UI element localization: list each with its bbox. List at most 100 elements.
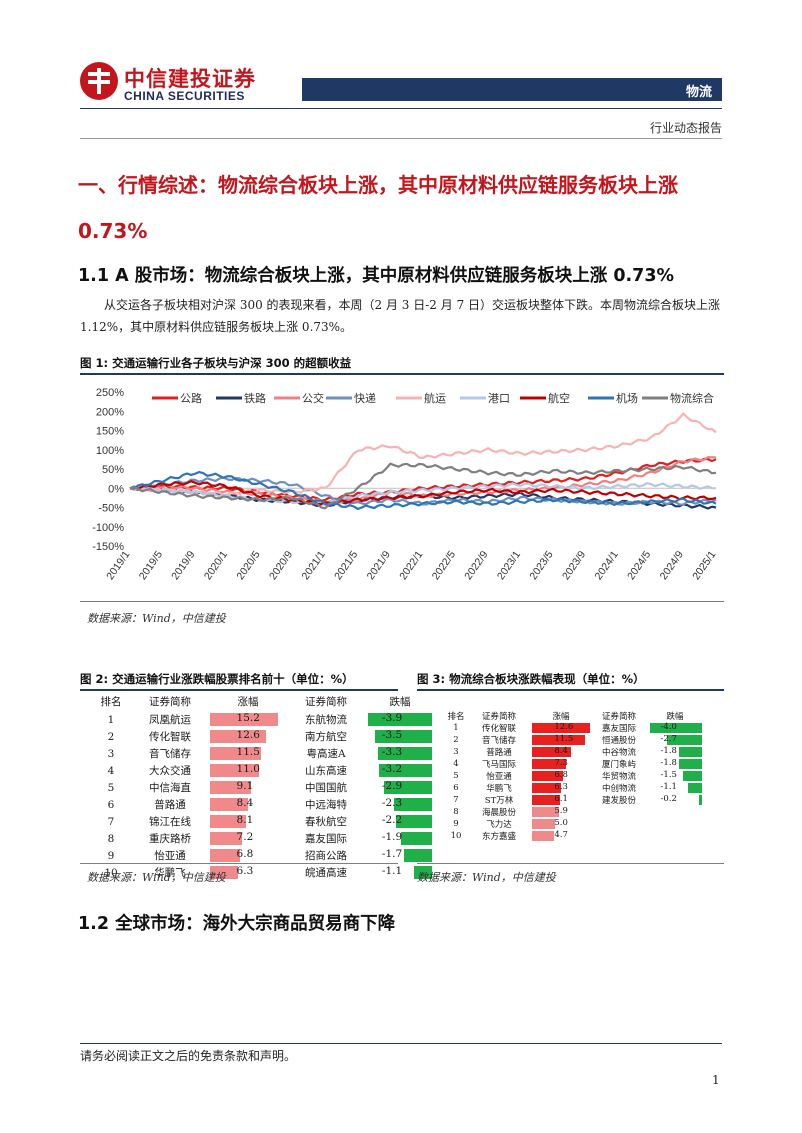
figure3-down-cell: -2.7 bbox=[646, 734, 704, 746]
figure2-down-bar bbox=[413, 866, 432, 879]
figure2-up-bar bbox=[210, 849, 241, 862]
figure2-down-cell: -3.2 bbox=[364, 762, 436, 779]
figure3-row: 3 普路通 8.4 中谷物流 -1.8 bbox=[444, 746, 704, 758]
figure3-down-value: -2.7 bbox=[660, 734, 677, 744]
figure3-rank: 4 bbox=[453, 759, 459, 769]
figure3-up-name: 东方嘉盛 bbox=[481, 832, 516, 842]
figure3-down-name: 中谷物流 bbox=[601, 748, 636, 758]
figure2-rank: 5 bbox=[107, 781, 115, 794]
x-tick-label: 2019/5 bbox=[137, 549, 165, 582]
figure2-down-value: -1.9 bbox=[381, 831, 403, 843]
figure3-down-name bbox=[592, 830, 646, 842]
y-tick-label: -50% bbox=[98, 503, 124, 515]
header-divider bbox=[80, 108, 722, 109]
legend-label: 航空 bbox=[548, 391, 570, 405]
figure-2-title: 图 2: 交通运输行业涨跌幅股票排名前十（单位：%） bbox=[80, 672, 354, 686]
figure3-down-cell: -1.1 bbox=[646, 782, 704, 794]
fig3-header-up: 涨幅 bbox=[552, 712, 570, 722]
x-tick-label: 2019/9 bbox=[169, 549, 197, 582]
figure2-down-cell: -1.9 bbox=[364, 830, 436, 847]
figure3-rank: 2 bbox=[453, 735, 459, 745]
figure2-row: 5 中信海直 9.1 中国国航 -2.9 bbox=[90, 779, 436, 796]
figure3-down-value: -1.8 bbox=[660, 746, 677, 756]
series-line-公交 bbox=[129, 456, 717, 505]
figure2-rank: 7 bbox=[107, 815, 115, 828]
figure3-up-name: 飞马国际 bbox=[481, 760, 516, 770]
y-tick-label: 0% bbox=[108, 483, 124, 495]
series-line-航运 bbox=[129, 412, 717, 497]
figure2-down-value: -1.1 bbox=[381, 865, 403, 877]
figure2-down-name: 南方航空 bbox=[305, 731, 347, 743]
figure3-up-cell: 5.9 bbox=[530, 806, 592, 818]
page-number: 1 bbox=[712, 1073, 720, 1087]
figure2-up-value: 12.6 bbox=[236, 729, 260, 741]
figure3-down-name: 嘉友国际 bbox=[601, 724, 636, 734]
figure2-up-name: 锦江在线 bbox=[149, 816, 191, 828]
figure2-down-bar bbox=[395, 815, 432, 828]
figure3-down-value: -4.0 bbox=[660, 722, 677, 732]
figure3-row: 4 飞马国际 7.3 厦门象屿 -1.8 bbox=[444, 758, 704, 770]
figure3-down-cell bbox=[646, 806, 704, 818]
y-tick-label: 250% bbox=[96, 387, 124, 399]
figure3-up-value: 6.3 bbox=[554, 782, 568, 792]
figure3-rank: 6 bbox=[453, 783, 459, 793]
figure3-rank: 5 bbox=[453, 771, 459, 781]
series-line-物流综合 bbox=[129, 462, 717, 510]
figure2-up-bar bbox=[210, 781, 251, 794]
figure2-up-cell: 11.5 bbox=[208, 745, 288, 762]
figure2-up-name: 怡亚通 bbox=[154, 850, 186, 862]
figure-1-line-chart: 250%200%150%100%50%0%-50%-100%-150%2019/… bbox=[92, 387, 718, 582]
fig2-header-down: 跌幅 bbox=[389, 696, 411, 708]
figure3-up-bar bbox=[532, 831, 554, 841]
figure2-down-name: 皖通高速 bbox=[305, 867, 347, 879]
figure3-up-cell: 5.0 bbox=[530, 818, 592, 830]
figure3-down-value: -1.8 bbox=[660, 758, 677, 768]
figure2-rank: 10 bbox=[104, 866, 118, 879]
fig2-header-up: 涨幅 bbox=[237, 696, 259, 708]
logo-chinese-name: 中信建投证券 bbox=[124, 67, 256, 91]
figure-1-title: 图 1: 交通运输行业各子板块与沪深 300 的超额收益 bbox=[80, 356, 352, 370]
figure2-down-value: -2.2 bbox=[381, 814, 403, 826]
x-tick-label: 2020/5 bbox=[234, 549, 262, 582]
x-tick-label: 2022/5 bbox=[430, 549, 458, 582]
figure-2-rule bbox=[80, 689, 398, 691]
figure3-row: 7 ST万林 6.1 建发股份 -0.2 bbox=[444, 794, 704, 806]
figure2-down-bar bbox=[404, 849, 432, 862]
figure3-up-value: 6.8 bbox=[554, 770, 568, 780]
figure2-row: 7 锦江在线 8.1 春秋航空 -2.2 bbox=[90, 813, 436, 830]
figure3-row: 2 音飞储存 11.5 恒通股份 -2.7 bbox=[444, 734, 704, 746]
figure2-rank: 2 bbox=[107, 730, 115, 743]
figure3-up-bar bbox=[532, 735, 585, 745]
figure3-up-value: 8.4 bbox=[554, 746, 568, 756]
figure2-down-cell: -2.3 bbox=[364, 796, 436, 813]
figure3-up-bar bbox=[532, 819, 556, 829]
figure3-down-bar bbox=[678, 747, 702, 757]
figure2-up-bar bbox=[210, 730, 267, 743]
fig3-header-up-name: 证券简称 bbox=[481, 712, 516, 722]
report-type: 行业动态报告 bbox=[649, 121, 722, 135]
series-line-航空 bbox=[129, 480, 717, 506]
figure2-down-name: 中远海特 bbox=[305, 799, 347, 811]
figure2-down-bar bbox=[368, 713, 432, 726]
figure3-down-bar bbox=[650, 723, 702, 733]
figure2-up-name: 传化智联 bbox=[149, 731, 191, 743]
figure3-up-cell: 7.3 bbox=[530, 758, 592, 770]
figure3-up-name: 音飞储存 bbox=[481, 736, 516, 746]
figure3-row: 5 怡亚通 6.8 华贸物流 -1.5 bbox=[444, 770, 704, 782]
y-tick-label: -150% bbox=[92, 541, 124, 553]
figure-3-title: 图 3: 物流综合板块涨跌幅表现（单位：%） bbox=[417, 672, 645, 686]
figure2-down-cell: -3.3 bbox=[364, 745, 436, 762]
figure3-up-name: 传化智联 bbox=[481, 724, 516, 734]
figure2-down-cell: -1.7 bbox=[364, 847, 436, 864]
figure3-rank: 1 bbox=[453, 723, 459, 733]
x-tick-label: 2024/1 bbox=[593, 549, 621, 582]
figure2-up-cell: 11.0 bbox=[208, 762, 288, 779]
figure2-up-name: 重庆路桥 bbox=[149, 833, 191, 845]
figure3-up-name: 飞力达 bbox=[486, 820, 512, 830]
fig3-header-rank: 排名 bbox=[447, 712, 465, 722]
legend-label: 公路 bbox=[180, 392, 202, 405]
figure2-down-value: -3.5 bbox=[381, 729, 403, 741]
figure2-down-name: 春秋航空 bbox=[305, 816, 347, 828]
series-line-港口 bbox=[129, 482, 717, 507]
figure3-up-bar bbox=[532, 759, 566, 769]
